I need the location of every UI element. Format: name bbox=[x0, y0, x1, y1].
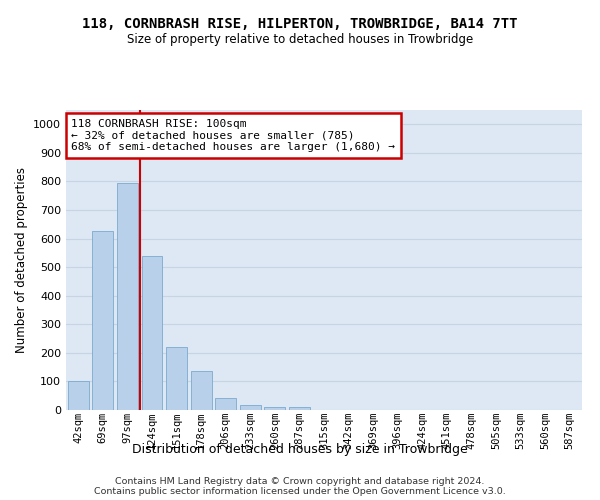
Text: 118 CORNBRASH RISE: 100sqm
← 32% of detached houses are smaller (785)
68% of sem: 118 CORNBRASH RISE: 100sqm ← 32% of deta… bbox=[71, 119, 395, 152]
Bar bbox=[265, 406, 286, 410]
Bar bbox=[92, 232, 113, 410]
Text: Distribution of detached houses by size in Trowbridge: Distribution of detached houses by size … bbox=[132, 442, 468, 456]
Bar bbox=[191, 372, 212, 410]
Bar bbox=[68, 380, 89, 410]
Bar bbox=[117, 183, 138, 410]
Text: Contains public sector information licensed under the Open Government Licence v3: Contains public sector information licen… bbox=[94, 488, 506, 496]
Text: Size of property relative to detached houses in Trowbridge: Size of property relative to detached ho… bbox=[127, 32, 473, 46]
Text: 118, CORNBRASH RISE, HILPERTON, TROWBRIDGE, BA14 7TT: 118, CORNBRASH RISE, HILPERTON, TROWBRID… bbox=[82, 18, 518, 32]
Text: Contains HM Land Registry data © Crown copyright and database right 2024.: Contains HM Land Registry data © Crown c… bbox=[115, 478, 485, 486]
Bar bbox=[240, 405, 261, 410]
Y-axis label: Number of detached properties: Number of detached properties bbox=[14, 167, 28, 353]
Bar bbox=[142, 256, 163, 410]
Bar bbox=[166, 347, 187, 410]
Bar bbox=[289, 407, 310, 410]
Bar bbox=[215, 398, 236, 410]
